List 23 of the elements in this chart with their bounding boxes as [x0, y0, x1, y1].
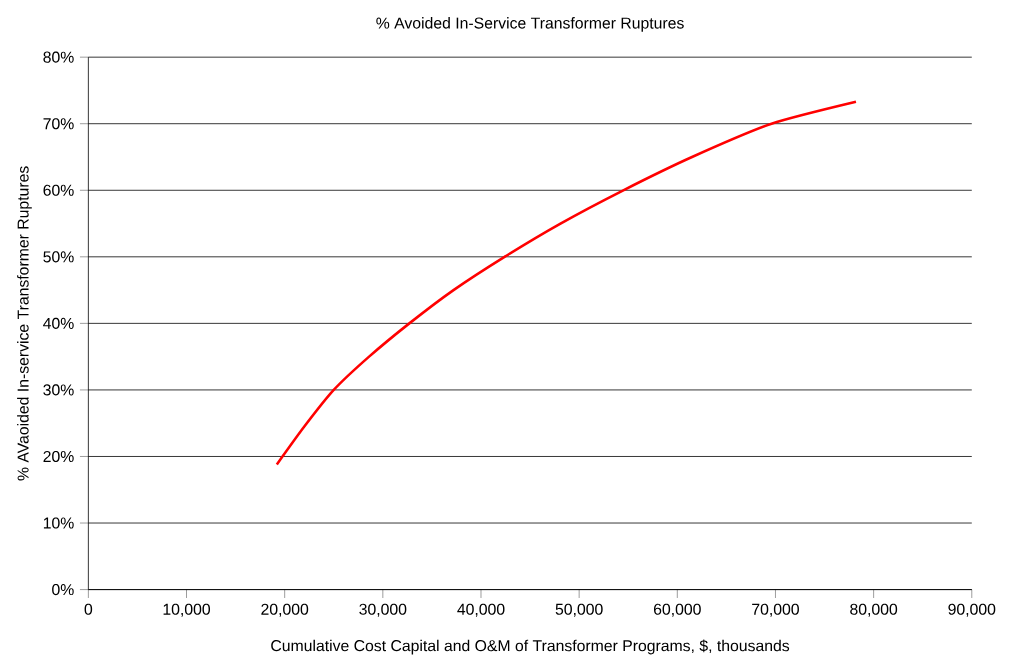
x-axis-title: Cumulative Cost Capital and O&M of Transformer Programs, $, thousands [271, 639, 790, 655]
y-tick-label: 40% [43, 317, 74, 329]
y-tick-label: 20% [43, 450, 74, 462]
y-tick-label: 50% [43, 251, 74, 263]
x-tick-label: 70,000 [752, 603, 799, 617]
x-tick-label: 60,000 [653, 603, 701, 617]
y-tick-label: 10% [43, 517, 74, 529]
y-tick-label: 70% [43, 117, 74, 130]
x-tick-label: 10,000 [163, 603, 211, 617]
line-series [275, 100, 858, 466]
x-tick-label: 0 [84, 603, 93, 615]
chart-title: % Avoided In-Service Transformer Ruptures [376, 16, 684, 32]
x-tick-label: 20,000 [261, 603, 309, 617]
y-tick-label: 0% [52, 583, 74, 595]
x-tick-label: 30,000 [359, 603, 407, 617]
y-tick-label: 60% [43, 184, 74, 196]
y-tick-label: 80% [43, 51, 74, 63]
x-tick-label: 40,000 [457, 603, 505, 617]
x-tick-label: 90,000 [948, 603, 996, 617]
y-tick-label: 30% [43, 384, 74, 396]
y-axis-title: % AVaoided In-service Transformer Ruptures [17, 166, 32, 481]
x-tick-label: 50,000 [555, 603, 603, 617]
x-tick-label: 80,000 [850, 603, 898, 617]
